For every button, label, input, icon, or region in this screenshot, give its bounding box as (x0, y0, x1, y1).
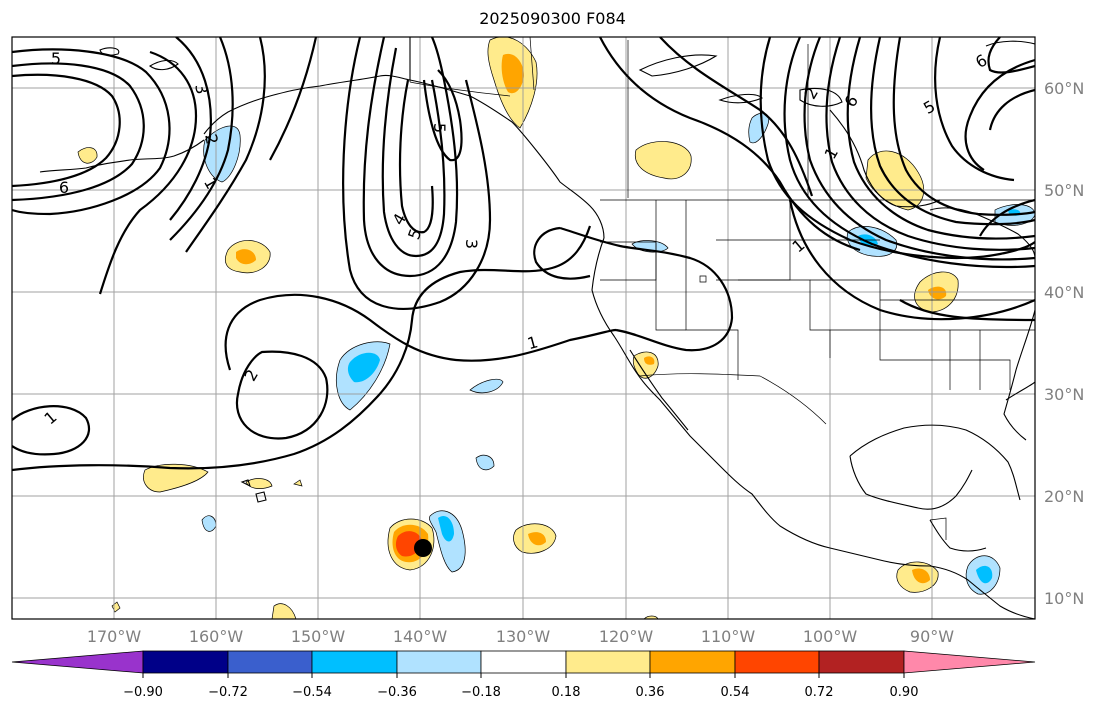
contour-label: 6 (59, 178, 69, 197)
positive-anomaly-hawaii (143, 463, 209, 493)
colorbar-min-extension (11, 650, 144, 674)
lon-tick-label: 160°W (189, 627, 244, 646)
contour-label: 2 (201, 132, 221, 145)
political-borders (409, 37, 1035, 540)
lat-tick-label: 50°N (1044, 181, 1084, 200)
lon-tick-label: 90°W (910, 627, 954, 646)
colorbar-segment (142, 650, 229, 674)
lon-tick-label: 130°W (496, 627, 551, 646)
colorbar-tick-label: 0.90 (890, 685, 919, 700)
colorbar-tick-label: −0.54 (292, 685, 332, 700)
lon-tick-label: 110°W (701, 627, 756, 646)
colorbar-segment (227, 650, 313, 674)
contour-label: 5 (430, 123, 449, 133)
colorbar-tick-label: 0.72 (805, 685, 834, 700)
colorbar-tick-label: −0.18 (461, 685, 501, 700)
colorbar-segment (734, 650, 820, 674)
colorbar-tick-label: −0.72 (208, 685, 248, 700)
map-frame (11, 36, 1036, 620)
map-panel: 5 3 2 1 6 5 4 5 3 1 2 1 1 2 6 5 6 1 (12, 37, 1035, 619)
contour-label: 3 (191, 82, 211, 95)
lon-tick-label: 170°W (87, 627, 142, 646)
colorbar-segment (480, 650, 567, 674)
longitude-axis: 170°W 160°W 150°W 140°W 130°W 120°W 110°… (87, 627, 954, 646)
contour-label: 1 (525, 332, 540, 353)
positive-anomaly-canada (634, 141, 692, 180)
colorbar-tick-label: 0.54 (721, 685, 750, 700)
contour-lines (12, 37, 1035, 472)
colorbar-tick-label: −0.36 (377, 685, 417, 700)
colorbar-segment (311, 650, 398, 674)
latitude-axis: 60°N 50°N 40°N 30°N 20°N 10°N (1044, 79, 1084, 608)
colorbar-labels: −0.90 −0.72 −0.54 −0.36 −0.18 0.18 0.36 … (123, 685, 918, 700)
lat-tick-label: 10°N (1044, 589, 1084, 608)
coastlines (39, 37, 1035, 619)
negative-anomaly-small (475, 454, 495, 471)
colorbar-tick-label: 0.36 (636, 685, 665, 700)
lat-tick-label: 20°N (1044, 487, 1084, 506)
positive-anomaly-bc-core (501, 53, 524, 94)
lon-tick-label: 100°W (803, 627, 858, 646)
colorbar-segment (649, 650, 736, 674)
lat-tick-label: 30°N (1044, 385, 1084, 404)
negative-anomaly-aleutian (203, 125, 241, 183)
shaded-anomalies (77, 37, 1035, 619)
contour-label: 5 (51, 49, 61, 68)
negative-anomaly-east-pacific (469, 378, 504, 394)
colorbar-segment (396, 650, 482, 674)
lon-tick-label: 120°W (599, 627, 654, 646)
lon-tick-label: 140°W (393, 627, 448, 646)
storm-center-marker (414, 539, 432, 557)
colorbar-max-extension (903, 650, 1036, 674)
colorbar-segment (565, 650, 651, 674)
colorbar-tick-label: −0.90 (123, 685, 163, 700)
lat-tick-label: 40°N (1044, 283, 1084, 302)
colorbar (11, 650, 1036, 674)
lon-tick-label: 150°W (291, 627, 346, 646)
colorbar-ticks (142, 673, 905, 678)
lat-tick-label: 60°N (1044, 79, 1084, 98)
map-title: 2025090300 F084 (479, 9, 626, 28)
colorbar-tick-label: 0.18 (552, 685, 581, 700)
colorbar-segment (818, 650, 905, 674)
positive-anomaly-west-pacific (77, 147, 98, 164)
negative-anomaly-storm-east (429, 510, 466, 573)
contour-label: 3 (462, 239, 481, 249)
